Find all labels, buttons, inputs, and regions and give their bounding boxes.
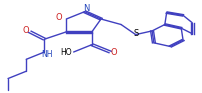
Text: HO: HO	[61, 48, 72, 57]
Text: N: N	[83, 4, 90, 13]
Text: S: S	[134, 29, 139, 38]
Text: O: O	[110, 48, 117, 57]
Text: O: O	[56, 13, 62, 22]
Text: NH: NH	[41, 50, 53, 59]
Text: O: O	[22, 25, 29, 35]
